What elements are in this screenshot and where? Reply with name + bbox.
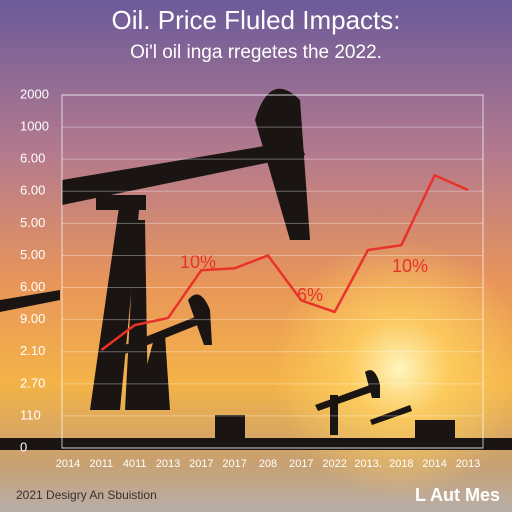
y-tick-label: 2000 (20, 86, 49, 101)
x-tick-label: 208 (259, 458, 277, 470)
x-tick-label: 2014 (422, 458, 446, 470)
line-series (100, 173, 469, 352)
y-tick-label: 9.00 (20, 311, 45, 326)
y-tick-label: 5.00 (20, 247, 45, 262)
x-tick-label: 2013 (156, 458, 180, 470)
y-tick-label: 2.70 (20, 375, 45, 390)
plot-frame (61, 94, 484, 449)
x-tick-label: 2017 (222, 458, 246, 470)
x-tick-label: 2017 (289, 458, 313, 470)
y-tick-label: 6.00 (20, 151, 45, 166)
x-tick-label: 2013 (456, 458, 480, 470)
footer-left: 2021 Desigry An Sbuistion (16, 488, 157, 502)
y-tick-label: 5.00 (20, 215, 45, 230)
y-tick-label: 2.10 (20, 343, 45, 358)
y-tick-label: 6.00 (20, 279, 45, 294)
x-tick-label: 2013. (354, 458, 382, 470)
annotation: 6% (297, 285, 323, 305)
x-tick-label: 2014 (56, 458, 80, 470)
y-tick-label: 1000 (20, 119, 49, 134)
chart-subtitle: Oi'l oil inga rregetes the 2022. (130, 42, 382, 63)
y-tick-label: 0 (20, 439, 27, 454)
pumpjack-silhouettes (0, 88, 512, 450)
x-tick-label: 4011 (123, 458, 147, 470)
y-tick-label: 6.00 (20, 183, 45, 198)
y-tick-label: 110 (20, 407, 41, 422)
x-tick-label: 2018 (389, 458, 413, 470)
x-tick-label: 2022 (322, 458, 346, 470)
annotation: 10% (180, 252, 216, 272)
footer-right: L Aut Mes (415, 485, 500, 505)
x-tick-label: 2017 (189, 458, 213, 470)
x-tick-label: 2011 (90, 458, 114, 470)
chart-title: Oil. Price Fluled Impacts: (112, 5, 401, 35)
annotation: 10% (392, 256, 428, 276)
